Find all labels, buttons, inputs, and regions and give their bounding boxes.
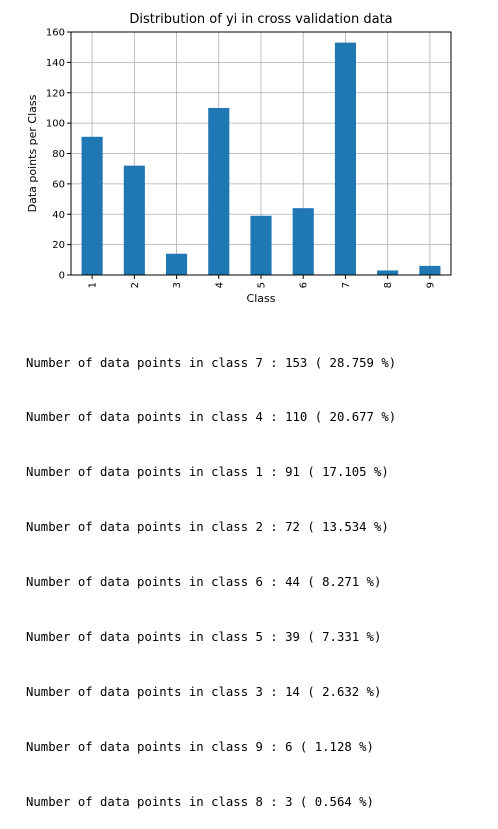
output-line: Number of data points in class 3 : 14 ( … (26, 684, 382, 699)
x-tick-label: 6 (299, 282, 310, 288)
y-tick-label: 80 (52, 149, 65, 160)
bar (208, 107, 230, 275)
x-axis-label: Class (247, 292, 276, 305)
output-line: Number of data points in class 2 : 72 ( … (26, 520, 389, 535)
x-axis-ticks: 1 2 3 4 5 6 7 8 9 (88, 275, 436, 288)
bar (250, 215, 272, 275)
x-tick-label: 1 (88, 282, 99, 288)
bar (419, 265, 441, 275)
y-axis-label: Data points per Class (26, 94, 39, 212)
output-line: Number of data points in class 4 : 110 (… (26, 410, 397, 425)
y-tick-label: 140 (46, 58, 65, 69)
output-line: Number of data points in class 9 : 6 ( 1… (26, 739, 374, 754)
y-tick-label: 120 (46, 88, 65, 99)
x-tick-label: 9 (425, 282, 436, 288)
x-tick-label: 4 (214, 282, 225, 288)
x-tick-label: 8 (383, 282, 394, 288)
bar (377, 270, 399, 275)
bars (81, 42, 441, 275)
x-tick-label: 7 (341, 282, 352, 288)
output-line: Number of data points in class 5 : 39 ( … (26, 630, 382, 645)
y-tick-label: 100 (46, 119, 65, 130)
y-axis-ticks: 0 20 40 60 80 100 120 140 160 (46, 28, 71, 282)
console-output: Number of data points in class 7 : 153 (… (26, 317, 396, 829)
x-tick-label: 2 (130, 282, 141, 288)
bar (334, 42, 356, 275)
y-tick-label: 40 (52, 210, 65, 221)
y-tick-label: 0 (59, 271, 65, 282)
bar (123, 165, 145, 275)
y-tick-label: 60 (52, 179, 65, 190)
chart-title: Distribution of yi in cross validation d… (129, 12, 392, 27)
output-line: Number of data points in class 8 : 3 ( 0… (26, 794, 374, 809)
bar (166, 253, 188, 275)
x-tick-label: 5 (257, 282, 268, 288)
y-tick-label: 160 (46, 28, 65, 39)
output-line: Number of data points in class 6 : 44 ( … (26, 575, 382, 590)
output-line: Number of data points in class 1 : 91 ( … (26, 465, 389, 480)
bar (81, 136, 103, 275)
bar-chart: Distribution of yi in cross validation d… (26, 12, 452, 305)
bar (292, 208, 314, 275)
x-tick-label: 3 (172, 282, 183, 288)
output-line: Number of data points in class 7 : 153 (… (26, 355, 397, 370)
y-tick-label: 20 (52, 240, 65, 251)
